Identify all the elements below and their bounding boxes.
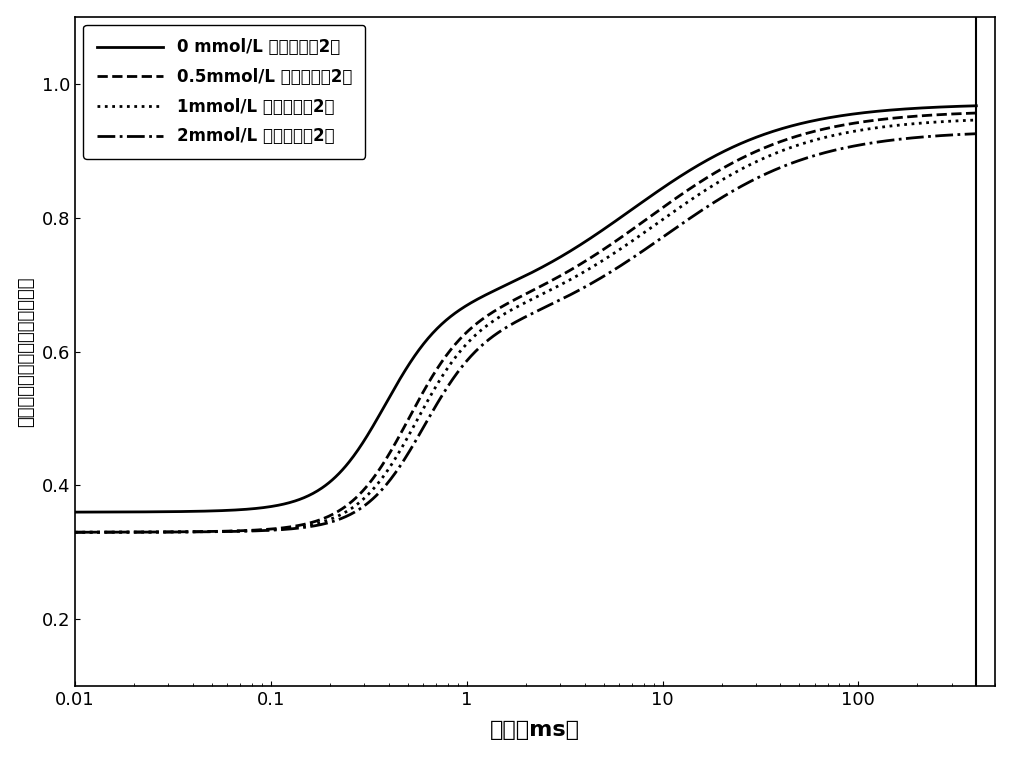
0 mmol/L 亚精胺处熐2天 xyxy=(124,507,136,516)
0 mmol/L 亚精胺处熐2天 xyxy=(642,193,654,202)
1mmol/L 亚精胺处熐2天 xyxy=(642,225,654,234)
1mmol/L 亚精胺处熐2天 xyxy=(591,259,604,268)
Line: 1mmol/L 亚精胺处熐2天: 1mmol/L 亚精胺处熐2天 xyxy=(75,120,976,532)
0 mmol/L 亚精胺处熐2天 xyxy=(844,110,856,119)
0.5mmol/L 亚精胺处熐2天 xyxy=(124,528,136,537)
2mmol/L 亚精胺处熐2天 xyxy=(69,528,81,537)
1mmol/L 亚精胺处熐2天 xyxy=(124,528,136,537)
0 mmol/L 亚精胺处熐2天 xyxy=(69,508,81,517)
0.5mmol/L 亚精胺处熐2天 xyxy=(616,232,628,241)
2mmol/L 亚精胺处熐2天 xyxy=(124,528,136,537)
0.5mmol/L 亚精胺处熐2天 xyxy=(69,528,81,537)
0.5mmol/L 亚精胺处熐2天 xyxy=(970,108,982,117)
X-axis label: 时间（ms）: 时间（ms） xyxy=(489,721,579,740)
0.5mmol/L 亚精胺处熐2天 xyxy=(642,213,654,222)
Legend: 0 mmol/L 亚精胺处熐2天, 0.5mmol/L 亚精胺处熐2天, 1mmol/L 亚精胺处熐2天, 2mmol/L 亚精胺处熐2天: 0 mmol/L 亚精胺处熐2天, 0.5mmol/L 亚精胺处熐2天, 1mm… xyxy=(83,25,365,159)
0 mmol/L 亚精胺处熐2天 xyxy=(616,212,628,221)
0.5mmol/L 亚精胺处熐2天 xyxy=(844,119,856,128)
2mmol/L 亚精胺处熐2天 xyxy=(616,260,628,269)
2mmol/L 亚精胺处熐2天 xyxy=(642,242,654,251)
1mmol/L 亚精胺处熐2天 xyxy=(616,243,628,252)
1mmol/L 亚精胺处熐2天 xyxy=(752,156,764,165)
Line: 0 mmol/L 亚精胺处熐2天: 0 mmol/L 亚精胺处熐2天 xyxy=(75,106,976,512)
0 mmol/L 亚精胺处熐2天 xyxy=(970,101,982,111)
2mmol/L 亚精胺处熐2天 xyxy=(970,129,982,139)
2mmol/L 亚精胺处熐2天 xyxy=(844,142,856,151)
1mmol/L 亚精胺处熐2天 xyxy=(844,127,856,136)
Line: 2mmol/L 亚精胺处熐2天: 2mmol/L 亚精胺处熐2天 xyxy=(75,134,976,532)
Line: 0.5mmol/L 亚精胺处熐2天: 0.5mmol/L 亚精胺处熐2天 xyxy=(75,113,976,532)
0 mmol/L 亚精胺处熐2天 xyxy=(591,229,604,238)
0.5mmol/L 亚精胺处熐2天 xyxy=(591,248,604,257)
1mmol/L 亚精胺处熐2天 xyxy=(69,528,81,537)
0.5mmol/L 亚精胺处熐2天 xyxy=(752,146,764,155)
0 mmol/L 亚精胺处熐2天 xyxy=(752,132,764,141)
2mmol/L 亚精胺处熐2天 xyxy=(591,275,604,284)
1mmol/L 亚精胺处熐2天 xyxy=(970,116,982,125)
Y-axis label: 快透叶绿素荧光诱导动力学曲线: 快透叶绿素荧光诱导动力学曲线 xyxy=(16,276,34,427)
2mmol/L 亚精胺处熐2天 xyxy=(752,173,764,182)
